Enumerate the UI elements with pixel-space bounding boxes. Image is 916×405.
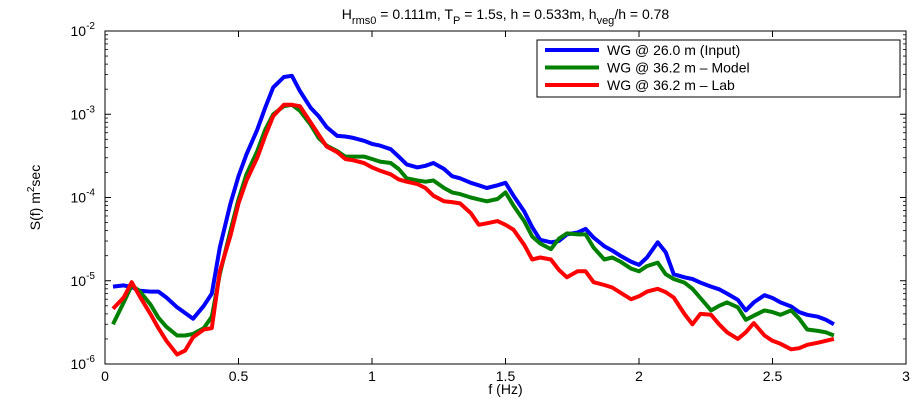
x-tick-label: 1.5: [496, 368, 516, 384]
title-part-2: = 0.111m, T: [376, 6, 453, 22]
y-tick-label: 10-2: [71, 21, 96, 39]
x-tick-label: 3: [902, 368, 910, 384]
title-part-3: P: [453, 15, 460, 27]
x-axis-label: f (Hz): [488, 381, 522, 397]
title-part-5: veg: [597, 15, 615, 27]
x-tick-label: 0: [101, 368, 109, 384]
title-part-0: H: [342, 6, 352, 22]
x-tick-label: 2.5: [763, 368, 783, 384]
x-tick-label: 2: [635, 368, 643, 384]
title-part-1: rms0: [352, 15, 376, 27]
y-tick-label: 10-3: [71, 104, 96, 122]
y-tick-label: 10-4: [71, 188, 96, 206]
title-part-4: = 1.5s, h = 0.533m, h: [460, 6, 596, 22]
y-tick-label: 10-5: [71, 271, 96, 289]
y-axis-label: S(f) m2sec: [26, 165, 43, 230]
series-lines: [111, 73, 835, 357]
x-axis: 0 0.5 1 1.5 2 2.5 3: [101, 31, 910, 384]
chart-title: Hrms0 = 0.111m, TP = 1.5s, h = 0.533m, h…: [342, 6, 670, 27]
series-line-0: [112, 73, 835, 327]
y-axis: 10-6 10-5 10-4 10-3 10-2: [71, 21, 906, 372]
y-tick-label: 10-6: [71, 354, 96, 372]
ylabel-part-2: sec: [27, 165, 43, 187]
series-line-2: [111, 102, 835, 357]
legend-label-2: WG @ 36.2 m – Lab: [607, 77, 735, 93]
legend-label-1: WG @ 36.2 m – Model: [607, 60, 750, 76]
legend-label-0: WG @ 26.0 m (Input): [607, 42, 740, 58]
title-part-6: /h = 0.78: [614, 6, 669, 22]
x-tick-label: 1: [368, 368, 376, 384]
legend: WG @ 26.0 m (Input) WG @ 36.2 m – ModelWG…: [536, 39, 901, 98]
ylabel-part-0: S(f) m: [27, 192, 43, 230]
x-tick-label: 0.5: [229, 368, 249, 384]
ylabel-part-1: 2: [26, 186, 37, 192]
